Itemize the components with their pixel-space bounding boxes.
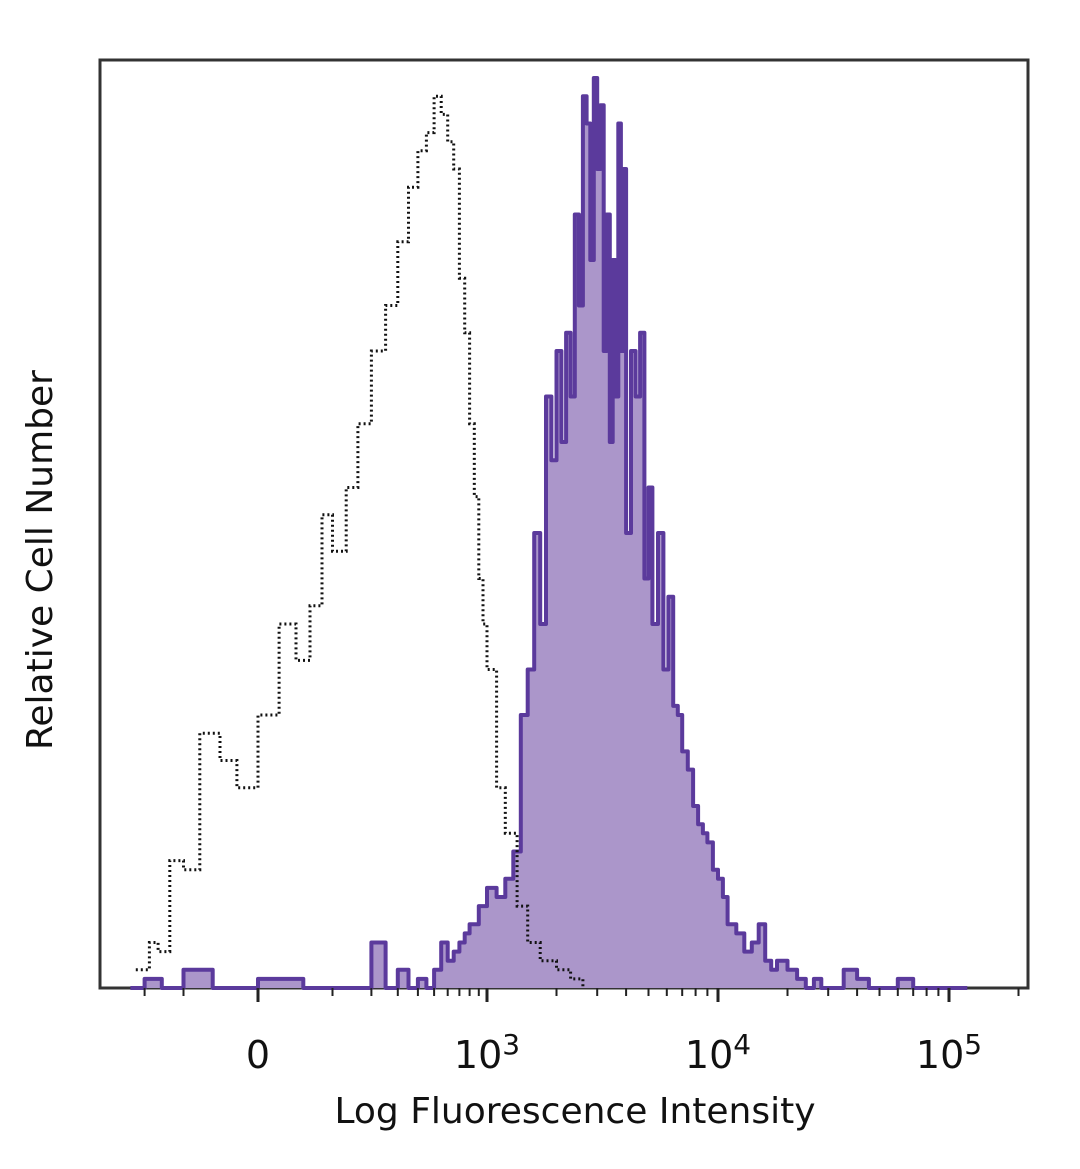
x-tick-label-0: 0 xyxy=(246,1033,270,1077)
x-tick-label-1: 103 xyxy=(454,1028,520,1077)
x-tick-label-2: 104 xyxy=(685,1028,751,1077)
x-tick-label-3: 105 xyxy=(916,1028,982,1077)
x-axis-title: Log Fluorescence Intensity xyxy=(334,1091,815,1132)
series-1-line xyxy=(130,76,968,990)
series-0-dotted-line xyxy=(135,94,585,988)
series-layer xyxy=(130,76,968,990)
y-axis-title: Relative Cell Number xyxy=(20,370,61,750)
series-1-fill xyxy=(130,78,968,988)
x-axis: 0 103 104 105 xyxy=(143,988,1020,1077)
